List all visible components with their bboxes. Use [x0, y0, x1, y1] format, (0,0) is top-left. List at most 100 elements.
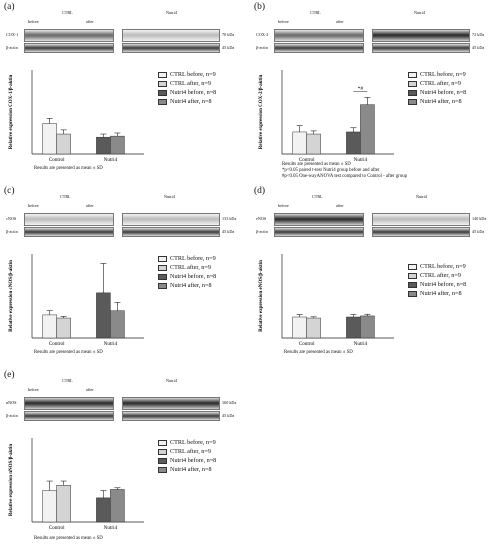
legend-swatch [158, 448, 167, 455]
legend-item: CTRL before, n=9 [408, 70, 466, 79]
legend-swatch [158, 466, 167, 473]
legend: CTRL before, n=9 CTRL after, n=9 Nutri4 be… [408, 262, 466, 298]
legend-swatch [408, 290, 417, 297]
nutri-label: Nutri4 [166, 10, 177, 15]
protein-blot [372, 29, 470, 42]
bar [360, 104, 375, 155]
actin-kda-label: 45 kDa [472, 45, 485, 50]
legend-swatch [408, 281, 417, 288]
actin-blot [24, 411, 114, 421]
kda-label: 140 kDa [472, 216, 487, 221]
nutri-label: Nutri4 [414, 10, 425, 15]
actin-blot [122, 43, 220, 53]
actin-kda-label: 45 kDa [222, 413, 235, 418]
bar [292, 131, 307, 155]
legend-swatch [408, 80, 417, 87]
legend-item: Nutri4 before, n=8 [158, 272, 216, 281]
legend-item: CTRL after, n=9 [158, 79, 216, 88]
legend-swatch [408, 89, 417, 96]
legend-swatch [158, 273, 167, 280]
nutri-label: Nutri4 [164, 194, 175, 199]
before-label: before [278, 203, 289, 208]
protein-label: eNOS [256, 216, 267, 221]
panel-b: (b) CTRL Nutri4 before after COX-2 β-act… [254, 2, 498, 182]
protein-blot [274, 29, 364, 42]
legend-swatch [158, 98, 167, 105]
legend-item: Nutri4 after, n=8 [158, 465, 216, 474]
ctrl-label: CTRL [310, 10, 321, 15]
bar [56, 485, 71, 523]
legend-label: Nutri4 before, n=8 [170, 89, 217, 96]
bar [56, 317, 71, 339]
note-anova: #p<0.05 One-wayANOVA test compared to Co… [282, 174, 408, 179]
bar [110, 310, 125, 339]
legend-item: CTRL after, n=9 [408, 271, 466, 280]
legend-label: CTRL before, n=9 [420, 71, 466, 78]
legend-label: Nutri4 before, n=8 [170, 457, 217, 464]
actin-kda-label: 45 kDa [222, 229, 235, 234]
legend-label: Nutri4 after, n=8 [420, 98, 462, 105]
actin-label: β-actin [6, 229, 18, 234]
x-tick-label: Nutri4 [104, 157, 118, 163]
protein-label: nNOS [6, 400, 17, 405]
panel-label: (e) [4, 370, 15, 380]
protein-label: cNOS [6, 216, 17, 221]
protein-blot [122, 213, 220, 226]
legend: CTRL before, n=9 CTRL after, n=9 Nutri4 be… [408, 70, 466, 106]
legend-swatch [158, 457, 167, 464]
panel-d: (d) CTRL Nutri4 before after eNOS β-acti… [254, 186, 498, 366]
legend-label: CTRL after, n=9 [170, 448, 211, 455]
actin-blot [24, 227, 114, 237]
protein-label: COX-2 [256, 32, 269, 37]
legend-label: CTRL after, n=9 [420, 80, 461, 87]
ctrl-label: CTRL [62, 10, 73, 15]
legend-label: Nutri4 after, n=8 [170, 282, 212, 289]
bar-chart: Relative expression nNOS/β-aktin Control N… [9, 438, 144, 531]
legend-label: CTRL after, n=9 [170, 80, 211, 87]
bar-chart: Relative expression cNOS/β-aktin Control N… [9, 254, 144, 347]
legend-item: CTRL after, n=9 [158, 447, 216, 456]
legend-swatch [408, 263, 417, 270]
protein-blot [274, 213, 364, 226]
x-tick-label: Nutri4 [354, 341, 368, 347]
ctrl-label: CTRL [312, 194, 323, 199]
actin-blot [274, 43, 364, 53]
legend-swatch [158, 80, 167, 87]
legend-item: Nutri4 before, n=8 [408, 88, 466, 97]
legend-swatch [158, 89, 167, 96]
note-paired: *p<0.05 paired t-test Nutri4 group befor… [282, 168, 380, 173]
mean-sd-note: Results are presented as mean ± SD [284, 350, 353, 355]
legend: CTRL before, n=9 CTRL after, n=9 Nutri4 be… [158, 70, 216, 106]
significance-marker: *# [358, 86, 364, 92]
actin-label: β-actin [6, 45, 18, 50]
legend-swatch [158, 264, 167, 271]
mean-sd-note: Results are presented as mean ± SD [34, 350, 103, 355]
bar [306, 133, 321, 155]
bar [42, 490, 57, 523]
nutri-label: Nutri4 [166, 378, 177, 383]
legend-item: Nutri4 after, n=8 [158, 281, 216, 290]
bar-chart: Relative expression COX-1/β-aktin Control… [9, 70, 144, 163]
y-axis-label: Relative expression eNOS/β-aktin [259, 260, 264, 332]
legend-item: CTRL after, n=9 [158, 263, 216, 272]
actin-blot [372, 43, 470, 53]
x-tick-label: Control [49, 525, 65, 531]
ctrl-label: CTRL [60, 194, 71, 199]
legend-label: Nutri4 before, n=8 [170, 273, 217, 280]
bar [56, 133, 71, 155]
y-axis-label: Relative expression COX-2/β-aktin [259, 75, 264, 150]
legend-item: Nutri4 after, n=8 [158, 97, 216, 106]
bar-chart: Relative expression COX-2/β-aktin Control… [259, 70, 394, 163]
mean-sd-note: Results are presented as mean ± SD [34, 166, 103, 171]
protein-blot [122, 397, 220, 410]
mean-sd-note: Results are presented as mean ± SD [282, 162, 351, 167]
legend-label: Nutri4 after, n=8 [170, 466, 212, 473]
before-label: before [28, 19, 39, 24]
protein-blot [24, 397, 114, 410]
panel-c: (c) CTRL Nutri4 before after cNOS β-acti… [4, 186, 248, 366]
panel-label: (b) [254, 2, 266, 12]
protein-blot [122, 29, 220, 42]
actin-blot [122, 411, 220, 421]
after-label: after [86, 387, 94, 392]
legend-swatch [408, 71, 417, 78]
